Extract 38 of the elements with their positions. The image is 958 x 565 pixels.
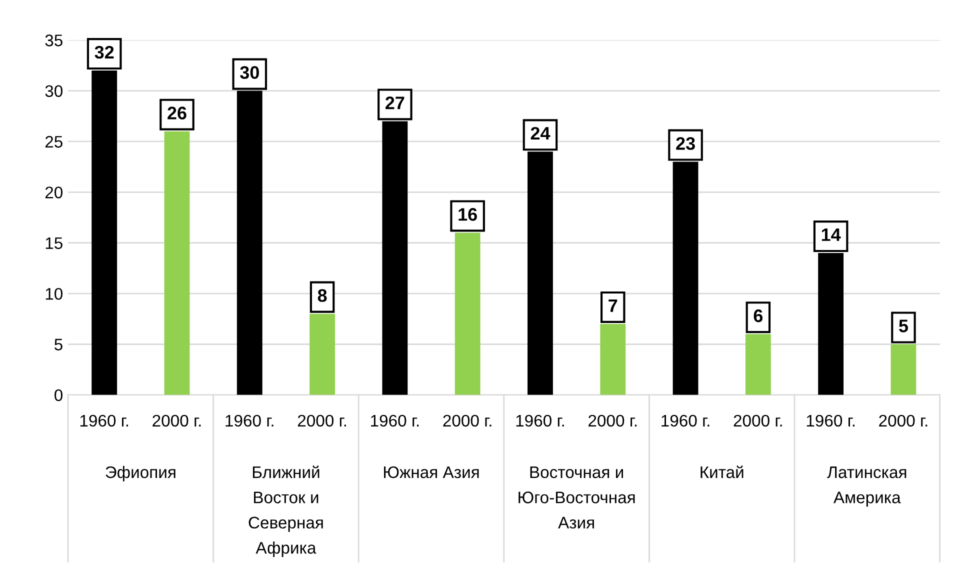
data-label: 6 [754,309,763,322]
data-label: 23 [676,137,695,150]
x-tick-label: 2000 г. [588,414,637,427]
y-tick-label: 35 [45,34,62,46]
y-tick-label: 5 [54,338,62,350]
data-label: 14 [822,228,841,241]
x-tick-label: 1960 г. [80,414,128,427]
data-label: 7 [608,299,618,312]
x-tick-label: 2000 г. [152,414,201,427]
data-label: 5 [899,320,908,332]
data-label: 8 [318,289,327,302]
x-tick-label: 2000 г. [298,414,346,427]
text: Латинская Америка [827,466,906,507]
data-label: 26 [168,106,186,120]
data-label: 16 [458,208,477,221]
data-label: 24 [530,126,550,140]
x-tick-label: 1960 г. [371,414,419,427]
x-tick-label: 1960 г. [662,414,710,427]
y-tick-label: 15 [46,237,62,250]
y-tick-label: 10 [46,288,63,300]
x-tick-label: 2000 г. [879,414,928,427]
data-label: 27 [386,96,404,110]
y-tick-label: 30 [45,85,63,98]
text: Эфиопия [106,466,176,482]
x-tick-label: 1960 г. [226,414,274,427]
text: Ближний Восток и Северная Африка [248,466,323,558]
text: Восточная и Юго-Восточная Азия [518,466,635,529]
y-tick-label: 20 [45,186,63,198]
x-tick-label: 1960 г. [806,414,854,427]
text: Китай [700,466,744,478]
y-tick-label: 0 [54,389,63,402]
x-tick-label: 2000 г. [734,414,782,427]
x-tick-label: 2000 г. [443,414,492,427]
x-tick-label: 1960 г. [516,414,564,427]
data-label: 30 [240,66,259,79]
y-tick-label: 25 [45,136,62,148]
data-label: 32 [94,46,114,59]
text: Южная Азия [384,466,479,478]
